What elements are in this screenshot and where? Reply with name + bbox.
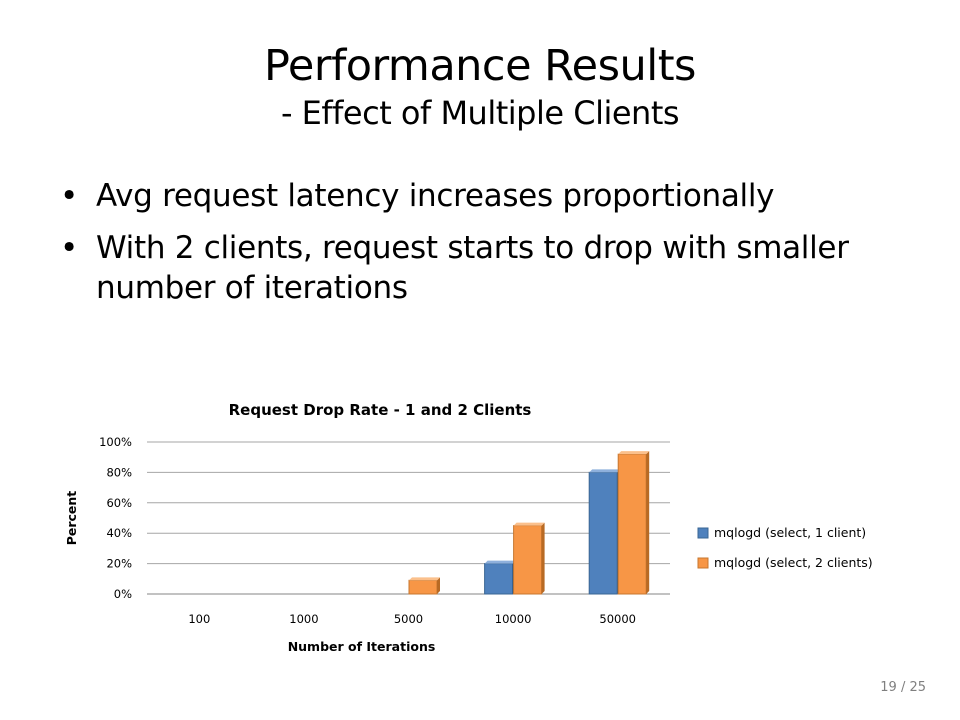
x-axis-label: Number of Iterations bbox=[288, 639, 436, 654]
bullet-text: With 2 clients, request starts to drop w… bbox=[96, 230, 849, 306]
bar bbox=[484, 563, 514, 595]
legend-swatch bbox=[697, 557, 709, 569]
bar bbox=[588, 471, 618, 595]
bar-side bbox=[646, 451, 650, 594]
slide-title: Performance Results bbox=[264, 41, 696, 91]
x-tick-label: 10000 bbox=[495, 612, 532, 626]
legend-label: mqlogd (select, 2 clients) bbox=[714, 555, 873, 570]
bullet-dot-icon: • bbox=[60, 230, 78, 266]
bullet-dot-icon: • bbox=[60, 178, 78, 214]
bar bbox=[513, 525, 543, 595]
bar bbox=[617, 453, 647, 595]
x-tick-label: 100 bbox=[188, 612, 210, 626]
bullet-item: • Avg request latency increases proporti… bbox=[60, 176, 920, 216]
bar-side bbox=[541, 522, 545, 594]
legend-swatch bbox=[697, 527, 709, 539]
y-tick-label: 0% bbox=[114, 587, 132, 601]
page-counter: 19 / 25 bbox=[880, 680, 926, 695]
bullet-item: • With 2 clients, request starts to drop… bbox=[60, 228, 920, 308]
y-tick-label: 40% bbox=[106, 526, 132, 540]
legend-label: mqlogd (select, 1 client) bbox=[714, 525, 866, 540]
bar-top bbox=[409, 577, 440, 581]
chart-container: Request Drop Rate - 1 and 2 Clients 0% 20%… bbox=[50, 380, 920, 670]
bar-side bbox=[437, 577, 440, 594]
bullet-list: • Avg request latency increases proporti… bbox=[60, 176, 920, 320]
bar-top bbox=[589, 469, 621, 473]
y-axis-label: Percent bbox=[64, 491, 79, 546]
x-tick-label: 1000 bbox=[289, 612, 318, 626]
x-tick-label: 5000 bbox=[394, 612, 423, 626]
bar-top bbox=[618, 451, 650, 455]
bar bbox=[408, 579, 438, 595]
title-block: Performance Results - Effect of Multiple… bbox=[0, 40, 960, 134]
y-tick-label: 80% bbox=[106, 465, 132, 479]
bar-top bbox=[484, 560, 516, 564]
slide-subtitle: - Effect of Multiple Clients bbox=[280, 94, 680, 132]
bullet-text: Avg request latency increases proportion… bbox=[96, 178, 775, 214]
bar-top bbox=[513, 522, 545, 526]
chart-title: Request Drop Rate - 1 and 2 Clients bbox=[229, 401, 532, 419]
x-tick-label: 50000 bbox=[599, 612, 636, 626]
y-tick-label: 20% bbox=[106, 557, 132, 571]
bar-chart: Request Drop Rate - 1 and 2 Clients 0% 20%… bbox=[64, 401, 873, 654]
y-tick-label: 100% bbox=[99, 435, 132, 449]
y-tick-label: 60% bbox=[106, 496, 132, 510]
